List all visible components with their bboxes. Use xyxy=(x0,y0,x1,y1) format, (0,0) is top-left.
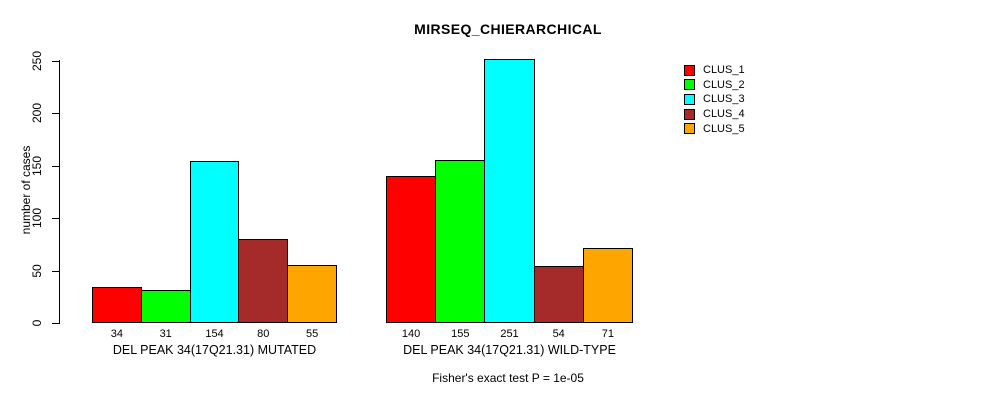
y-tick-mark xyxy=(52,165,59,167)
group-label: DEL PEAK 34(17Q21.31) MUTATED xyxy=(112,343,317,357)
bar-value-label: 140 xyxy=(401,328,421,340)
legend-swatch-clus_3 xyxy=(684,93,695,105)
bar-clus_5 xyxy=(582,248,633,323)
bar-value-label: 71 xyxy=(601,328,615,340)
y-axis-line xyxy=(59,60,60,324)
y-tick-mark xyxy=(52,218,59,219)
y-tick-mark xyxy=(52,60,59,62)
y-tick-mark xyxy=(52,323,59,324)
bar-value-label: 80 xyxy=(257,328,270,340)
y-tick-label: 200 xyxy=(30,102,44,124)
fisher-test-caption: Fisher's exact test P = 1e-05 xyxy=(432,371,584,385)
bar-value-label: 155 xyxy=(451,328,470,340)
bar-value-label: 55 xyxy=(305,328,319,340)
y-tick-label: 250 xyxy=(30,50,44,71)
y-tick-mark xyxy=(52,270,59,272)
legend: CLUS_1 CLUS_2 CLUS_3 CLUS_4 CLUS_5 xyxy=(684,63,745,136)
bar-clus_2 xyxy=(435,160,486,323)
bar-clus_1 xyxy=(92,287,142,323)
bar-value-label: 34 xyxy=(110,328,124,340)
legend-swatch-clus_2 xyxy=(684,79,695,91)
bar-value-label: 154 xyxy=(205,328,224,340)
bar-value-label: 54 xyxy=(552,328,565,340)
chart-title: MIRSEQ_CHIERARCHICAL xyxy=(414,21,602,37)
bar-value-label: 251 xyxy=(500,328,519,340)
bar-clus_4 xyxy=(533,266,584,323)
legend-item: CLUS_1 xyxy=(684,63,745,78)
legend-swatch-clus_5 xyxy=(684,123,695,135)
legend-item-label: CLUS_2 xyxy=(703,78,745,91)
legend-item-label: CLUS_4 xyxy=(703,108,745,121)
bar-value-label: 31 xyxy=(159,328,172,340)
y-tick-label: 150 xyxy=(30,155,44,176)
legend-swatch-clus_1 xyxy=(684,64,695,76)
y-tick-label: 100 xyxy=(30,207,44,229)
bar-clus_1 xyxy=(386,176,437,323)
y-tick-mark xyxy=(52,113,59,114)
legend-item-label: CLUS_5 xyxy=(703,122,745,135)
bar-clus_5 xyxy=(287,265,337,323)
legend-item-label: CLUS_3 xyxy=(703,93,745,106)
bar-clus_3 xyxy=(189,161,240,323)
legend-item-label: CLUS_1 xyxy=(703,64,745,77)
y-tick-label: 0 xyxy=(30,319,44,327)
legend-item: CLUS_2 xyxy=(684,78,745,93)
bar-clus_2 xyxy=(140,290,191,323)
legend-item: CLUS_3 xyxy=(684,92,745,107)
bar-clus_3 xyxy=(484,59,535,323)
bar-clus_4 xyxy=(238,239,289,323)
group-label: DEL PEAK 34(17Q21.31) WILD-TYPE xyxy=(403,343,616,357)
legend-item: CLUS_4 xyxy=(684,107,745,122)
legend-item: CLUS_5 xyxy=(684,121,745,136)
legend-swatch-clus_4 xyxy=(684,108,695,120)
y-tick-label: 50 xyxy=(30,263,44,278)
